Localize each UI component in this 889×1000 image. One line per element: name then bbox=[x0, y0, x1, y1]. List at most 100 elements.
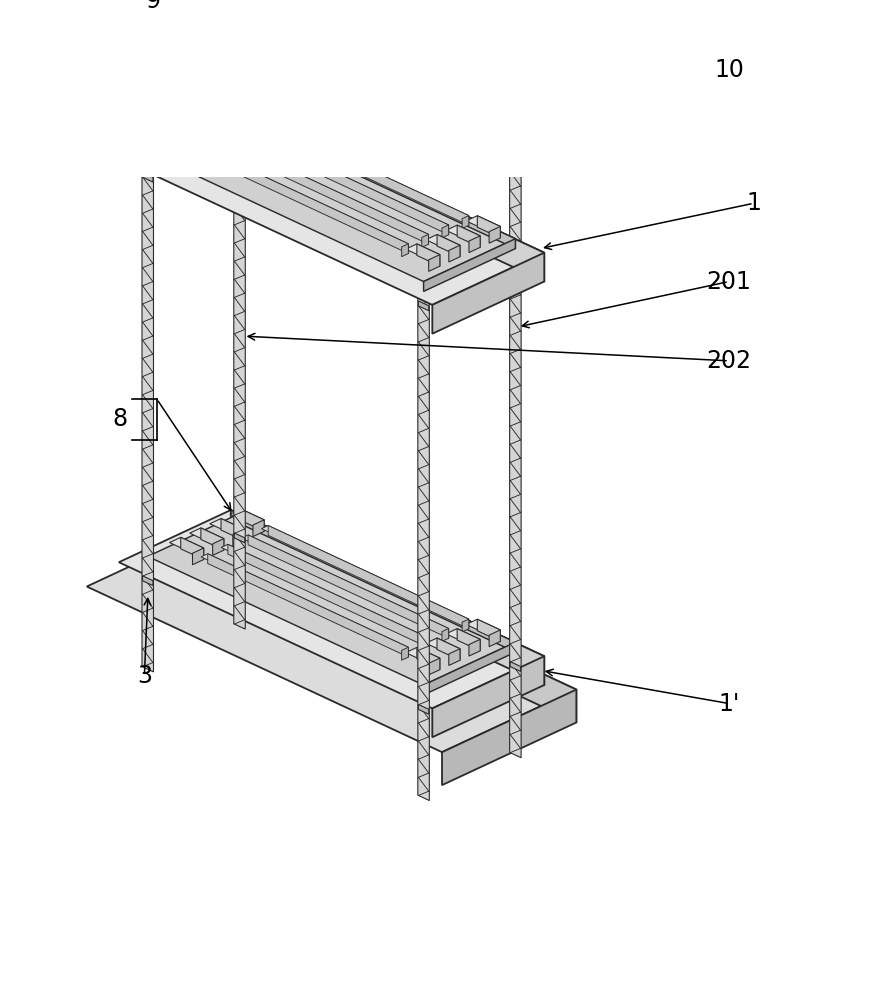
Polygon shape bbox=[432, 253, 544, 334]
Polygon shape bbox=[419, 704, 428, 714]
Polygon shape bbox=[208, 554, 408, 657]
Text: 1: 1 bbox=[746, 191, 761, 215]
Polygon shape bbox=[201, 150, 408, 247]
Polygon shape bbox=[477, 619, 501, 641]
Polygon shape bbox=[201, 124, 224, 147]
Polygon shape bbox=[428, 255, 440, 271]
Polygon shape bbox=[510, 258, 521, 268]
Polygon shape bbox=[442, 225, 449, 238]
Polygon shape bbox=[510, 662, 521, 671]
Polygon shape bbox=[239, 514, 516, 652]
Polygon shape bbox=[477, 216, 501, 238]
Polygon shape bbox=[489, 630, 501, 647]
Polygon shape bbox=[449, 649, 460, 665]
Polygon shape bbox=[462, 619, 469, 632]
Polygon shape bbox=[417, 244, 440, 266]
Polygon shape bbox=[230, 509, 264, 525]
Polygon shape bbox=[210, 519, 244, 534]
Polygon shape bbox=[142, 172, 153, 182]
Polygon shape bbox=[421, 234, 428, 247]
Polygon shape bbox=[221, 544, 428, 641]
Polygon shape bbox=[221, 115, 244, 137]
Polygon shape bbox=[426, 235, 460, 250]
Polygon shape bbox=[509, 172, 521, 758]
Polygon shape bbox=[239, 110, 516, 249]
Polygon shape bbox=[189, 124, 224, 140]
Polygon shape bbox=[235, 533, 244, 543]
Polygon shape bbox=[235, 129, 244, 139]
Polygon shape bbox=[418, 215, 429, 801]
Polygon shape bbox=[462, 216, 469, 228]
Polygon shape bbox=[417, 647, 440, 670]
Polygon shape bbox=[142, 86, 154, 672]
Polygon shape bbox=[221, 519, 244, 541]
Polygon shape bbox=[268, 526, 469, 629]
Polygon shape bbox=[423, 642, 516, 695]
Polygon shape bbox=[466, 619, 501, 635]
Polygon shape bbox=[241, 131, 449, 228]
Polygon shape bbox=[489, 226, 501, 243]
Polygon shape bbox=[201, 554, 408, 650]
Polygon shape bbox=[469, 639, 480, 656]
Polygon shape bbox=[228, 141, 428, 244]
Polygon shape bbox=[231, 107, 544, 282]
Polygon shape bbox=[446, 629, 480, 645]
Polygon shape bbox=[457, 225, 480, 247]
Polygon shape bbox=[230, 106, 264, 122]
Polygon shape bbox=[253, 520, 264, 537]
Polygon shape bbox=[180, 537, 204, 560]
Text: 10: 10 bbox=[714, 58, 744, 82]
Polygon shape bbox=[221, 524, 576, 722]
Polygon shape bbox=[261, 122, 469, 219]
Polygon shape bbox=[119, 510, 544, 708]
Polygon shape bbox=[201, 528, 224, 550]
Polygon shape bbox=[228, 544, 428, 648]
Polygon shape bbox=[248, 131, 449, 235]
Polygon shape bbox=[87, 524, 576, 752]
Polygon shape bbox=[442, 628, 449, 641]
Text: 202: 202 bbox=[707, 349, 751, 373]
Text: 9: 9 bbox=[145, 0, 160, 13]
Polygon shape bbox=[248, 535, 449, 638]
Polygon shape bbox=[428, 658, 440, 675]
Polygon shape bbox=[457, 629, 480, 651]
Polygon shape bbox=[210, 115, 244, 131]
Polygon shape bbox=[119, 107, 544, 305]
Polygon shape bbox=[419, 301, 428, 311]
Polygon shape bbox=[148, 110, 516, 282]
Text: 3: 3 bbox=[137, 664, 152, 688]
Polygon shape bbox=[449, 245, 460, 262]
Polygon shape bbox=[426, 638, 460, 654]
Polygon shape bbox=[212, 135, 224, 152]
Polygon shape bbox=[221, 141, 428, 237]
Polygon shape bbox=[212, 539, 224, 555]
Polygon shape bbox=[241, 535, 449, 632]
Polygon shape bbox=[469, 236, 480, 253]
Polygon shape bbox=[253, 116, 264, 133]
Polygon shape bbox=[208, 150, 408, 254]
Polygon shape bbox=[233, 126, 244, 142]
Polygon shape bbox=[189, 528, 224, 544]
Polygon shape bbox=[466, 216, 501, 232]
Polygon shape bbox=[234, 43, 245, 629]
Polygon shape bbox=[437, 235, 460, 257]
Polygon shape bbox=[241, 509, 264, 531]
Polygon shape bbox=[193, 145, 204, 161]
Polygon shape bbox=[241, 106, 264, 128]
Polygon shape bbox=[170, 537, 204, 553]
Polygon shape bbox=[432, 656, 544, 737]
Text: 201: 201 bbox=[707, 270, 751, 294]
Polygon shape bbox=[180, 134, 204, 156]
Polygon shape bbox=[405, 244, 440, 260]
Polygon shape bbox=[233, 529, 244, 546]
Polygon shape bbox=[405, 647, 440, 663]
Text: 8: 8 bbox=[112, 407, 127, 431]
Polygon shape bbox=[193, 548, 204, 565]
Polygon shape bbox=[268, 122, 469, 225]
Polygon shape bbox=[261, 526, 469, 622]
Polygon shape bbox=[402, 244, 408, 257]
Polygon shape bbox=[148, 514, 516, 685]
Polygon shape bbox=[142, 576, 153, 586]
Text: 1': 1' bbox=[718, 692, 740, 716]
Polygon shape bbox=[170, 134, 204, 150]
